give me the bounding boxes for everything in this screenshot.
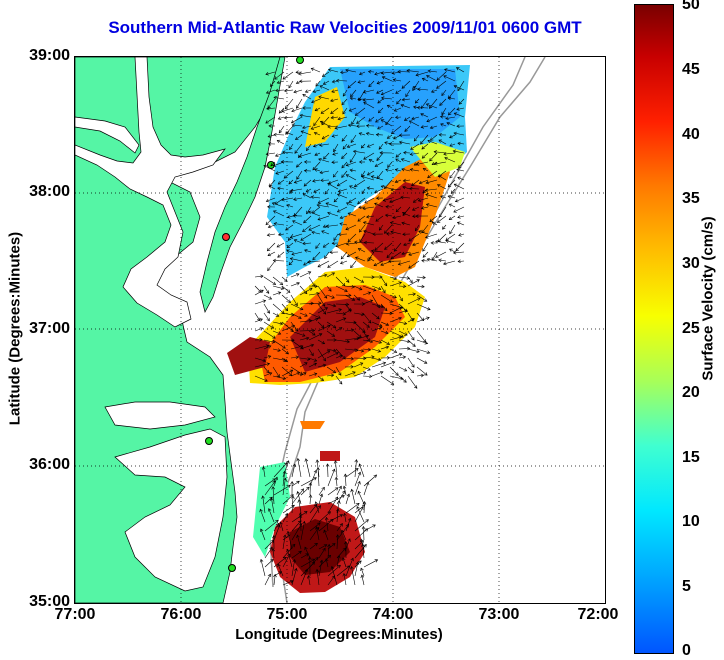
velocity-vector: [438, 234, 446, 242]
colorbar-tick: 45: [682, 61, 700, 79]
radar-station: [223, 234, 230, 241]
velocity-vector: [268, 261, 275, 271]
map-plot-area: [74, 56, 606, 604]
velocity-vector: [381, 376, 394, 385]
velocity-vector: [364, 560, 378, 567]
x-tick-label: 75:00: [257, 606, 317, 624]
velocity-vector: [408, 331, 414, 340]
colorbar-tick: 0: [682, 642, 691, 660]
colorbar-tick: 20: [682, 384, 700, 402]
colorbar-tick: 30: [682, 255, 700, 273]
velocity-vector: [335, 461, 337, 477]
colorbar-label: Surface Velocity (cm/s): [700, 169, 717, 429]
velocity-vector: [364, 475, 377, 486]
velocity-vector: [255, 286, 261, 293]
colorbar: [634, 4, 674, 654]
velocity-vector: [328, 261, 338, 268]
velocity-vector: [273, 260, 284, 261]
velocity-vector: [310, 483, 311, 495]
velocity-vector: [417, 358, 427, 363]
velocity-vector: [358, 491, 364, 504]
velocity-vector: [355, 505, 365, 513]
velocity-vector: [341, 252, 347, 259]
velocity-vector: [328, 469, 335, 486]
colorbar-tick: 35: [682, 190, 700, 208]
x-tick-label: 74:00: [363, 606, 423, 624]
velocity-vector: [436, 252, 446, 257]
velocity-vector: [439, 207, 446, 217]
velocity-vector: [408, 280, 419, 286]
velocity-vector: [282, 295, 291, 303]
velocity-vector: [381, 362, 395, 367]
velocity-vector: [399, 376, 406, 382]
velocity-vector: [296, 99, 302, 108]
velocity-vector: [408, 358, 414, 367]
x-axis-label: Longitude (Degrees:Minutes): [74, 626, 604, 643]
map-canvas: [75, 57, 605, 603]
y-axis-label: Latitude (Degrees:Minutes): [7, 199, 24, 459]
velocity-vector: [306, 459, 310, 477]
colorbar-tick: 50: [682, 0, 700, 14]
y-tick-label: 38:00: [16, 183, 70, 201]
y-tick-label: 36:00: [16, 456, 70, 474]
velocity-vector: [301, 478, 316, 486]
velocity-vector: [264, 277, 276, 285]
velocity-vector: [318, 261, 329, 267]
velocity-vector: [265, 574, 271, 585]
velocity-vector: [446, 234, 455, 240]
velocity-vector: [408, 340, 415, 347]
velocity-vector: [261, 559, 265, 576]
colorbar-tick: 10: [682, 513, 700, 531]
velocity-vector: [363, 527, 364, 541]
y-tick-label: 39:00: [16, 47, 70, 65]
y-tick-label: 37:00: [16, 320, 70, 338]
velocity-vector: [390, 367, 398, 376]
velocity-vector: [355, 472, 360, 486]
velocity-vector: [264, 304, 270, 313]
x-tick-label: 72:00: [568, 606, 628, 624]
velocity-vector: [273, 304, 284, 314]
velocity-vector: [408, 376, 417, 388]
velocity-vector: [267, 243, 275, 251]
velocity-vector: [355, 507, 363, 522]
colorbar-tick: 5: [682, 578, 691, 596]
velocity-vector: [345, 474, 346, 486]
chart-title: Southern Mid-Atlantic Raw Velocities 200…: [0, 18, 690, 38]
velocity-vector: [417, 367, 427, 375]
velocity-vector: [346, 469, 358, 478]
radar-station: [229, 565, 236, 572]
velocity-region-small: [320, 451, 340, 461]
velocity-vector: [274, 135, 284, 136]
x-tick-label: 77:00: [45, 606, 105, 624]
velocity-vector: [448, 180, 455, 187]
velocity-vector: [328, 488, 338, 495]
velocity-vector: [298, 459, 301, 478]
colorbar-tick: 25: [682, 320, 700, 338]
radar-station: [297, 57, 304, 64]
velocity-vector: [364, 502, 365, 513]
colorbar-tick: 15: [682, 449, 700, 467]
x-tick-label: 73:00: [469, 606, 529, 624]
velocity-vector: [456, 243, 464, 251]
x-tick-label: 76:00: [151, 606, 211, 624]
radar-station: [206, 438, 213, 445]
velocity-vector: [363, 376, 372, 377]
velocity-vector: [283, 72, 293, 79]
velocity-vector: [364, 525, 375, 531]
velocity-vector: [285, 99, 293, 109]
colorbar-tick: 40: [682, 126, 700, 144]
velocity-region-small: [300, 421, 325, 429]
velocity-vector: [310, 495, 311, 504]
